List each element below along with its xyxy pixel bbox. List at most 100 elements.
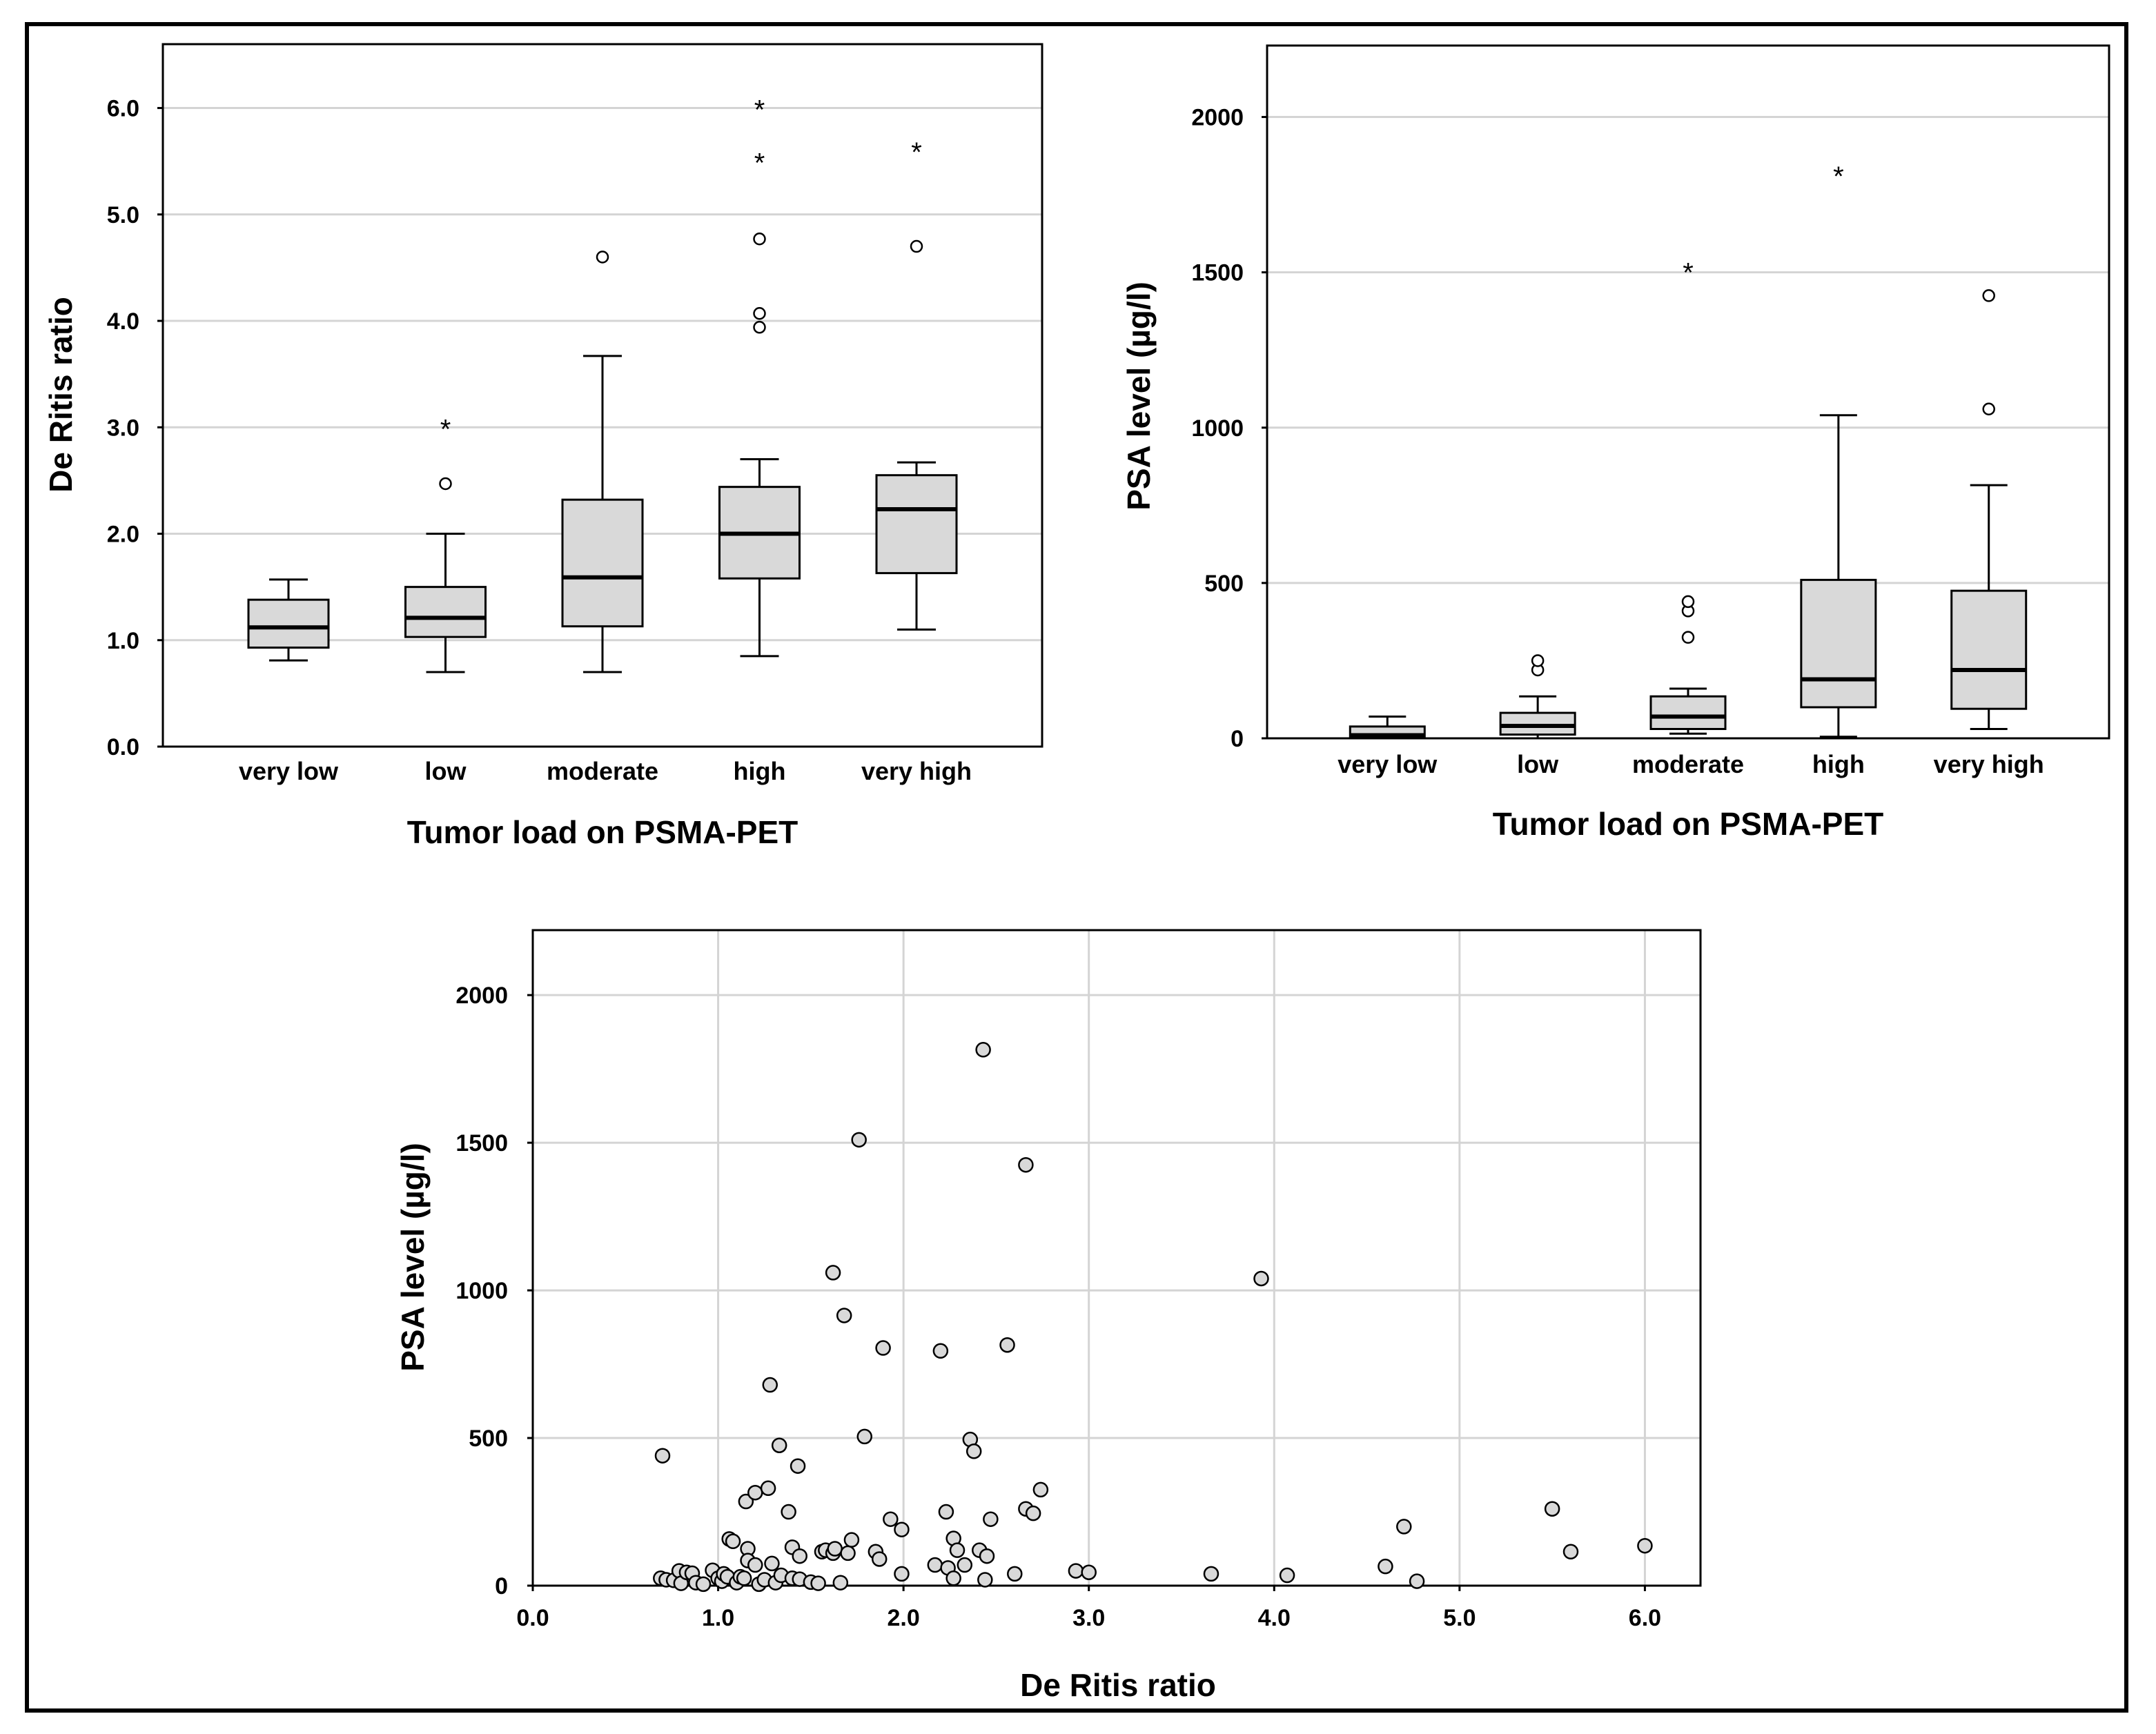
- psa-extreme-outlier: *: [1683, 257, 1694, 288]
- scatter-y-tick-label: 1500: [455, 1130, 508, 1156]
- scatter-point: [856, 1428, 872, 1445]
- scatter-point: [894, 1521, 910, 1537]
- scatter-point: [760, 1480, 776, 1497]
- deritis-box-4: [875, 474, 958, 575]
- deritis-outlier: [910, 239, 923, 253]
- deritis-box-1: [404, 586, 487, 638]
- scatter-point: [695, 1576, 712, 1593]
- scatter-point: [792, 1548, 807, 1564]
- deritis-extreme-outlier: *: [911, 137, 922, 168]
- deritis-y-ticks: 0.0 1.0 2.0 3.0 4.0 5.0 6.0: [107, 96, 163, 760]
- deritis-extreme-outlier: *: [754, 95, 765, 126]
- psa-box-2: [1649, 695, 1727, 730]
- psa-extreme-outlier: *: [1833, 161, 1844, 192]
- deritis-y-tick-label: 0.0: [107, 734, 139, 760]
- scatter-points: [653, 1042, 1653, 1593]
- scatter-point: [977, 1572, 993, 1588]
- scatter-point: [949, 1542, 966, 1558]
- scatter-point: [725, 1533, 741, 1550]
- deritis-y-tick-label: 1.0: [107, 628, 139, 654]
- scatter-point: [938, 1504, 954, 1520]
- scatter-point: [654, 1448, 671, 1464]
- scatter-point: [832, 1575, 849, 1590]
- deritis-y-tick-label: 5.0: [107, 202, 139, 228]
- psa-box-1: [1499, 711, 1576, 736]
- deritis-outlier: [753, 321, 766, 334]
- scatter-x-tick-label: 2.0: [888, 1605, 920, 1631]
- deritis-extreme-outlier: *: [440, 414, 451, 444]
- psa-category-label: low: [1517, 750, 1559, 778]
- scatter-point: [871, 1551, 888, 1567]
- deritis-y-axis-title: De Ritis ratio: [43, 297, 79, 493]
- psa-y-tick-label: 1000: [1191, 415, 1244, 442]
- deritis-category-label: very low: [239, 757, 339, 785]
- scatter-point: [875, 1340, 891, 1356]
- scatter-point: [983, 1511, 999, 1527]
- scatter-panel: 0 500 1000 1500 2000 0.0 1.0 2.0 3.0 4.0 5.0 6.0 P…: [395, 929, 1702, 1703]
- scatter-point: [883, 1511, 899, 1527]
- deritis-category-labels: very low low moderate high very high: [239, 757, 972, 785]
- psa-outlier: [1531, 654, 1545, 667]
- deritis-y-tick-label: 2.0: [107, 522, 139, 548]
- scatter-point: [827, 1541, 843, 1557]
- scatter-y-axis-title: PSA level (µg/l): [395, 1143, 431, 1372]
- scatter-point: [975, 1042, 991, 1058]
- scatter-point: [1409, 1573, 1425, 1589]
- scatter-point: [851, 1132, 867, 1148]
- scatter-plot-frame: [531, 929, 1702, 1587]
- scatter-point: [966, 1444, 982, 1459]
- psa-boxes: **: [1349, 161, 2028, 740]
- scatter-x-tick-label: 4.0: [1258, 1605, 1291, 1631]
- scatter-point: [781, 1504, 796, 1520]
- scatter-x-tick-label: 1.0: [702, 1605, 734, 1631]
- deritis-y-tick-label: 3.0: [107, 415, 139, 441]
- deritis-category-label: low: [425, 757, 467, 785]
- scatter-y-tick-label: 500: [469, 1426, 508, 1452]
- psa-y-axis-title: PSA level (µg/l): [1121, 282, 1157, 511]
- scatter-x-tick-label: 0.0: [516, 1605, 549, 1631]
- scatter-point: [1007, 1566, 1023, 1582]
- scatter-point: [927, 1557, 943, 1573]
- scatter-point: [1562, 1544, 1579, 1560]
- psa-y-ticks: 0 500 1000 1500 2000: [1191, 105, 1267, 752]
- psa-category-label: high: [1812, 750, 1865, 778]
- psa-y-tick-label: 2000: [1191, 105, 1244, 131]
- scatter-point: [771, 1437, 787, 1453]
- deritis-x-axis-title: Tumor load on PSMA-PET: [407, 814, 798, 850]
- scatter-point: [932, 1343, 949, 1359]
- scatter-y-tick-label: 0: [495, 1573, 508, 1599]
- deritis-y-tick-label: 4.0: [107, 308, 139, 335]
- scatter-point: [825, 1265, 841, 1281]
- deritis-boxes: * * * *: [247, 95, 958, 673]
- psa-y-tick-label: 500: [1204, 571, 1244, 597]
- scatter-x-axis-title: De Ritis ratio: [1020, 1667, 1216, 1703]
- scatter-point: [1637, 1537, 1653, 1554]
- scatter-point: [1081, 1564, 1097, 1580]
- psa-plot-frame: [1266, 44, 2110, 740]
- deritis-extreme-outlier: *: [754, 148, 765, 179]
- scatter-point: [736, 1570, 752, 1586]
- scatter-point: [1025, 1505, 1041, 1521]
- scatter-point: [1378, 1558, 1393, 1575]
- scatter-point: [1203, 1566, 1219, 1582]
- scatter-point: [1068, 1563, 1084, 1579]
- scatter-point: [957, 1557, 973, 1573]
- scatter-x-tick-label: 3.0: [1072, 1605, 1105, 1631]
- psa-outlier: [1681, 595, 1695, 609]
- scatter-point: [894, 1566, 910, 1582]
- scatter-point: [1279, 1567, 1295, 1584]
- deritis-boxplot-panel: * * * * 0.0 1.0 2.0 3.0 4.0 5.0 6.0 very low low mo…: [43, 43, 1043, 850]
- scatter-point: [1032, 1481, 1049, 1498]
- scatter-y-ticks: 0 500 1000 1500 2000: [455, 983, 533, 1599]
- psa-category-label: very low: [1337, 750, 1438, 778]
- psa-y-tick-label: 1500: [1191, 260, 1244, 286]
- scatter-point: [840, 1545, 856, 1561]
- deritis-y-tick-label: 6.0: [107, 96, 139, 122]
- deritis-category-label: moderate: [547, 757, 658, 785]
- scatter-x-tick-label: 6.0: [1629, 1605, 1661, 1631]
- psa-gridlines: [1267, 116, 2109, 584]
- scatter-gridlines: [533, 930, 1701, 1586]
- scatter-x-ticks: 0.0 1.0 2.0 3.0 4.0 5.0 6.0: [516, 1586, 1661, 1631]
